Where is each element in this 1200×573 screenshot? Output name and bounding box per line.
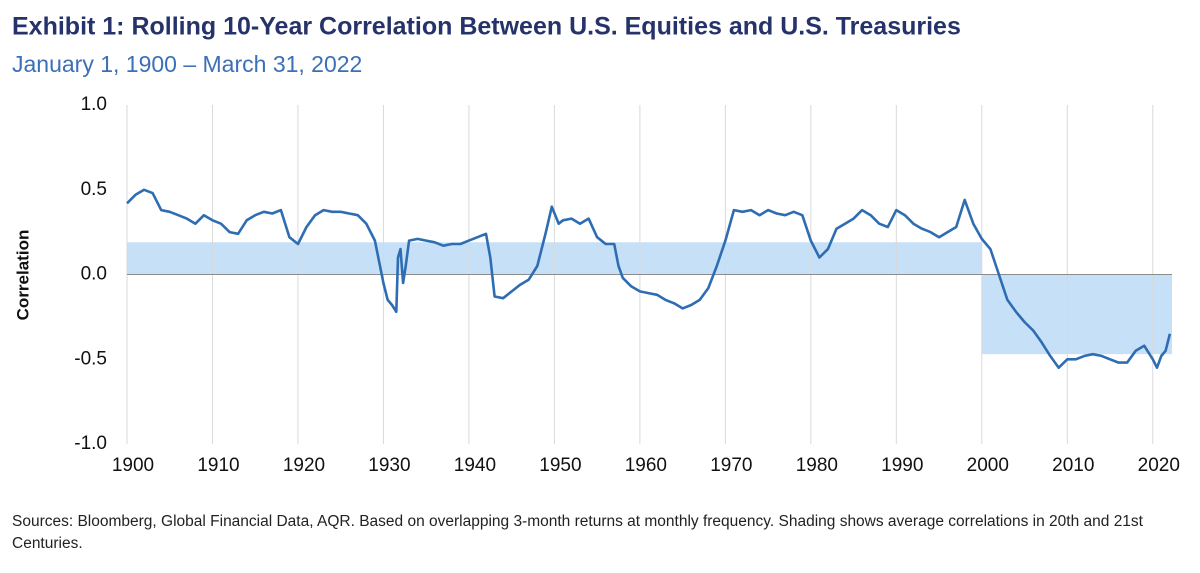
x-tick-label: 1900 (112, 455, 154, 476)
y-tick-label: 0.0 (81, 264, 107, 285)
x-tick-label: 1950 (539, 455, 581, 476)
y-axis-label: Correlation (13, 230, 32, 321)
y-tick-label: 1.0 (81, 94, 107, 115)
y-tick-label: -0.5 (74, 348, 107, 369)
x-tick-label: 1940 (454, 455, 496, 476)
y-tick-label: 0.5 (81, 179, 107, 200)
x-tick-label: 1980 (796, 455, 838, 476)
x-tick-label: 2020 (1138, 455, 1180, 476)
x-tick-label: 1970 (710, 455, 752, 476)
chart-title: Exhibit 1: Rolling 10-Year Correlation B… (12, 13, 961, 41)
chart-subtitle: January 1, 1900 – March 31, 2022 (12, 51, 362, 77)
source-note: Sources: Bloomberg, Global Financial Dat… (12, 513, 1143, 552)
average-shading (981, 274, 1172, 355)
x-tick-label: 1960 (625, 455, 667, 476)
x-tick-label: 2000 (967, 455, 1009, 476)
series-line (126, 188, 1172, 369)
x-tick-label: 1920 (283, 455, 325, 476)
x-tick-label: 1990 (881, 455, 923, 476)
x-tick-label: 1910 (197, 455, 239, 476)
y-tick-label: -1.0 (74, 433, 107, 454)
x-tick-label: 1930 (368, 455, 410, 476)
x-tick-label: 2010 (1052, 455, 1094, 476)
